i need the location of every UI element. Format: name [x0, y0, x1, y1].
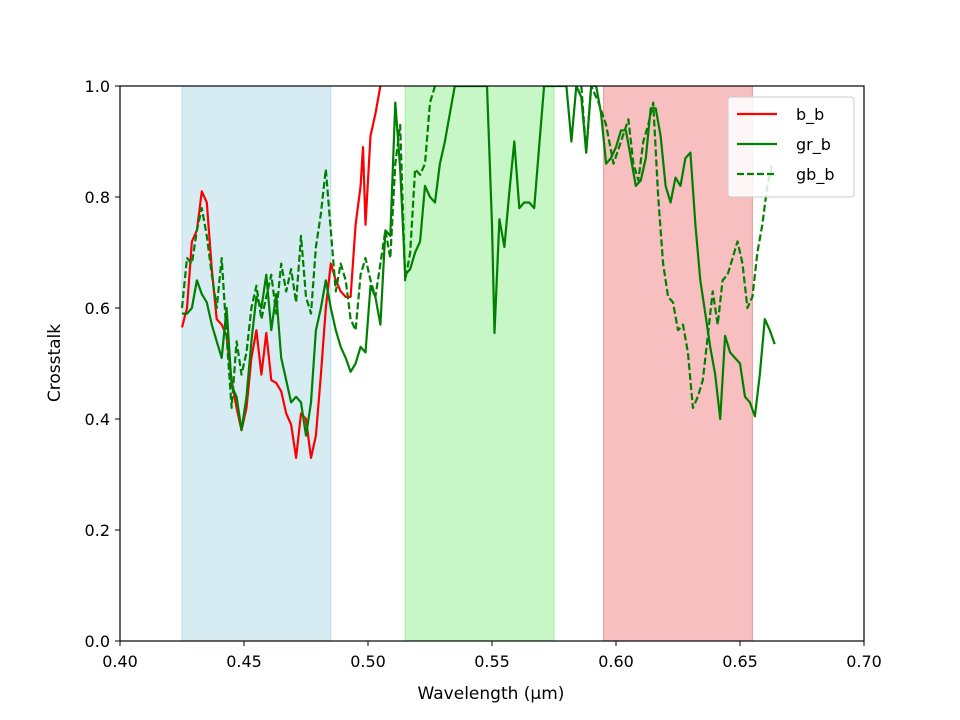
x-tick-label: 0.70 [846, 652, 882, 671]
legend: b_b gr_b gb_b [727, 96, 855, 198]
y-tick-label: 0.2 [85, 521, 110, 540]
legend-box [727, 96, 855, 198]
wavelength-bands [181, 85, 753, 642]
series-line-b_b-0 [180, 86, 382, 459]
x-tick-label: 0.55 [474, 652, 510, 671]
plot-area [180, 86, 776, 459]
series-line-gr_b-1 [182, 86, 776, 437]
x-axis-label: Wavelength (µm) [418, 684, 565, 704]
plot-frame [119, 85, 865, 642]
y-tick-label: 1.0 [85, 77, 110, 96]
x-tick-label: 0.60 [598, 652, 634, 671]
x-tick-label: 0.50 [350, 652, 386, 671]
x-tick-label: 0.40 [102, 652, 138, 671]
series-line-gb_b-2 [180, 86, 437, 409]
legend-label-gb_b: gb_b [796, 165, 834, 185]
legend-label-b_b: b_b [796, 105, 824, 125]
y-tick-label: 0.6 [85, 299, 110, 318]
x-tick-label: 0.45 [226, 652, 262, 671]
series-line-gb_b-3 [580, 86, 774, 409]
x-tick-label: 0.65 [722, 652, 758, 671]
y-tick-label: 0.8 [85, 188, 110, 207]
y-tick-label: 0.0 [85, 632, 110, 651]
legend-label-gr_b: gr_b [796, 135, 831, 155]
y-tick-label: 0.4 [85, 410, 110, 429]
y-axis-label: Crosstalk [45, 324, 65, 402]
y-axis-ticks: 0.0 0.2 0.4 0.6 0.8 1.0 [85, 77, 120, 651]
band-1 [404, 85, 555, 642]
band-0 [181, 85, 332, 642]
x-axis-ticks: 0.40 0.45 0.50 0.55 0.60 0.65 0.70 [102, 641, 882, 671]
